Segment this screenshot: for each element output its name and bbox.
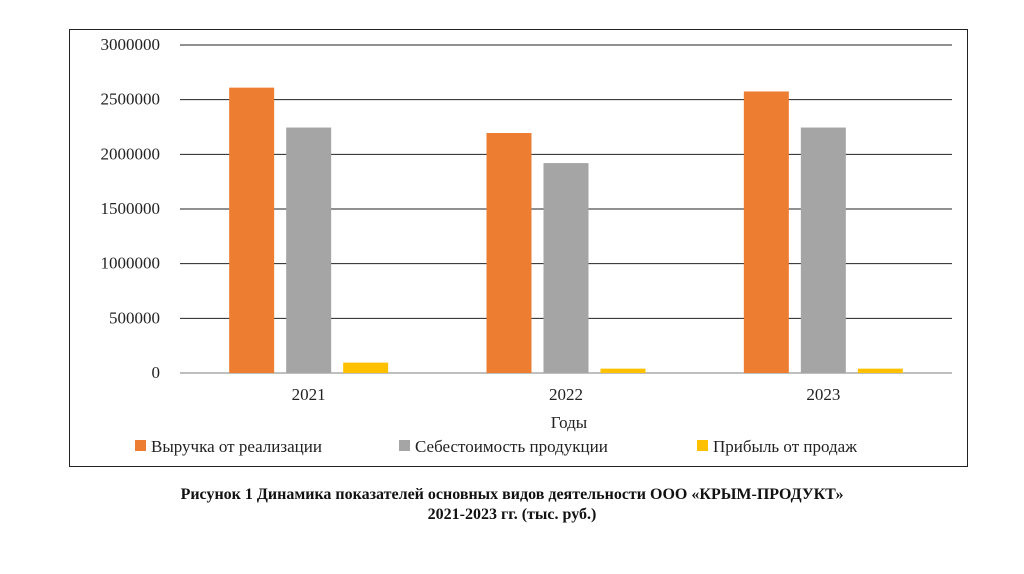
legend-label: Себестоимость продукции: [415, 437, 608, 456]
y-tick-label: 1500000: [101, 199, 161, 218]
x-tick-label: 2022: [549, 385, 583, 404]
bar: [286, 127, 332, 374]
legend-swatch: [399, 440, 410, 451]
bar: [343, 362, 389, 373]
x-tick-label: 2021: [292, 385, 326, 404]
y-tick-label: 3000000: [101, 35, 161, 54]
y-tick-label: 0: [152, 363, 161, 382]
chart-frame: 0 500000 1000000 1500000 2000000 2500000 30000…: [69, 29, 968, 467]
bar: [486, 133, 532, 373]
bar: [229, 87, 275, 373]
legend-swatch: [697, 440, 708, 451]
bar: [543, 163, 589, 373]
x-axis-title: Годы: [551, 413, 588, 432]
bar: [600, 368, 646, 373]
legend-swatch: [135, 440, 146, 451]
y-tick-label: 2500000: [101, 90, 161, 109]
bar-chart: 0 500000 1000000 1500000 2000000 2500000 30000…: [101, 35, 952, 456]
y-tick-label: 500000: [109, 308, 160, 327]
y-tick-label: 1000000: [101, 254, 161, 273]
bar: [800, 127, 846, 374]
legend-label: Прибыль от продаж: [713, 437, 857, 456]
x-tick-label: 2023: [806, 385, 840, 404]
bar: [857, 368, 903, 373]
legend-label: Выручка от реализации: [151, 437, 322, 456]
y-tick-label: 2000000: [101, 144, 161, 163]
figure-caption-line-1: Рисунок 1 Динамика показателей основных …: [180, 486, 844, 503]
bar: [743, 91, 789, 373]
figure-caption-line-2: 2021-2023 гг. (тыс. руб.): [427, 506, 597, 523]
